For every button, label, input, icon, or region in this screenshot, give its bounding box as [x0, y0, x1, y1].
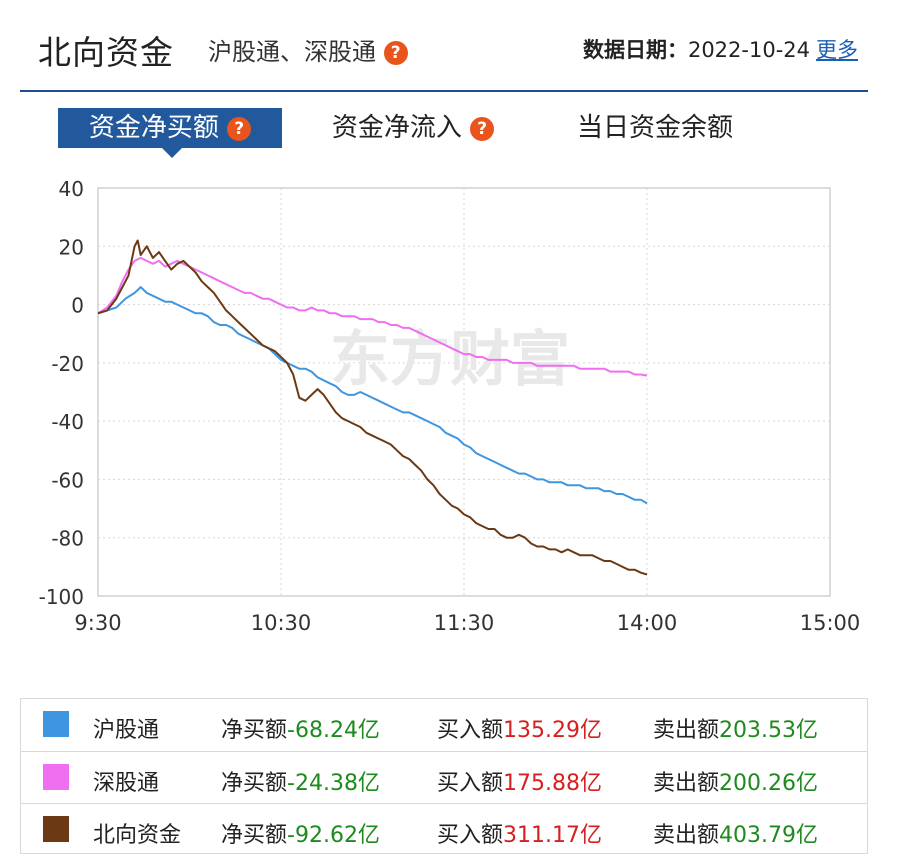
sell-label: 卖出额: [653, 718, 720, 743]
sell-value: 200.26亿: [719, 771, 818, 796]
date-info: 数据日期：2022-10-24 更多: [583, 34, 858, 64]
buy-value: 311.17亿: [503, 823, 602, 848]
header-divider: [20, 90, 868, 92]
sell-label: 卖出额: [653, 771, 720, 796]
sell-value: 403.79亿: [719, 823, 818, 848]
y-tick-label: -100: [39, 585, 84, 609]
sell-value: 203.53亿: [719, 718, 818, 743]
series-name: 北向资金: [93, 823, 182, 848]
subtitle-text: 沪股通、深股通: [208, 38, 376, 66]
net-buy-value: -92.62亿: [287, 823, 380, 848]
buy-label: 买入额: [437, 718, 504, 743]
x-tick-label: 9:30: [74, 611, 121, 635]
buy-amount: 买入额175.88亿: [437, 765, 602, 797]
net-buy: 净买额-68.24亿: [221, 712, 380, 744]
series-line-3: [97, 239, 648, 576]
tab-net-inflow-label: 资金净流入: [331, 113, 462, 143]
x-tick-label: 10:30: [251, 611, 312, 635]
y-tick-label: 0: [71, 294, 84, 318]
y-tick-label: -80: [51, 527, 84, 551]
y-tick-label: 40: [59, 177, 84, 201]
subtitle: 沪股通、深股通 ?: [208, 32, 408, 67]
net-buy: 净买额-92.62亿: [221, 817, 380, 849]
buy-value: 135.29亿: [503, 718, 602, 743]
series-swatch: [43, 764, 69, 790]
buy-amount: 买入额311.17亿: [437, 817, 602, 849]
tab-net-buy[interactable]: 资金净买额 ?: [58, 108, 282, 148]
help-icon[interactable]: ?: [470, 116, 495, 141]
tab-net-buy-label: 资金净买额: [88, 113, 219, 143]
y-tick-label: 20: [59, 235, 84, 259]
tab-daily-balance[interactable]: 当日资金余额: [560, 108, 750, 148]
tab-daily-balance-label: 当日资金余额: [576, 113, 733, 143]
net-buy-label: 净买额: [221, 718, 288, 743]
help-icon[interactable]: ?: [227, 116, 252, 141]
sell-amount: 卖出额203.53亿: [653, 712, 818, 744]
sell-label: 卖出额: [653, 823, 720, 848]
legend-row: 深股通 净买额-24.38亿 买入额175.88亿 卖出额200.26亿: [21, 751, 867, 804]
x-tick-label: 11:30: [434, 611, 495, 635]
series-name: 沪股通: [93, 718, 160, 743]
date-label: 数据日期：: [582, 38, 688, 62]
tab-bar: 资金净买额 ? 资金净流入 ? 当日资金余额: [0, 100, 900, 160]
page-title: 北向资金: [38, 33, 174, 72]
help-icon[interactable]: ?: [383, 41, 408, 65]
date-value: 2022-10-24: [687, 38, 810, 62]
sell-amount: 卖出额200.26亿: [653, 765, 818, 797]
series-swatch: [43, 816, 69, 842]
series-line-1: [97, 286, 648, 505]
series-line-2: [97, 256, 648, 377]
buy-label: 买入额: [437, 771, 504, 796]
series-name: 深股通: [93, 771, 160, 796]
watermark-text: 东方财富: [330, 325, 570, 395]
legend-row: 北向资金 净买额-92.62亿 买入额311.17亿 卖出额403.79亿: [21, 803, 867, 856]
buy-value: 175.88亿: [503, 771, 602, 796]
x-tick-label: 14:00: [617, 611, 678, 635]
legend-table: 沪股通 净买额-68.24亿 买入额135.29亿 卖出额203.53亿 深股通…: [20, 698, 868, 854]
y-tick-label: -40: [51, 410, 84, 434]
net-buy-value: -68.24亿: [287, 718, 380, 743]
y-tick-label: -20: [51, 352, 84, 376]
x-tick-label: 15:00: [800, 611, 861, 635]
series-swatch: [43, 711, 69, 737]
buy-label: 买入额: [437, 823, 504, 848]
sell-amount: 卖出额403.79亿: [653, 817, 818, 849]
net-buy-label: 净买额: [221, 823, 288, 848]
net-buy-label: 净买额: [221, 771, 288, 796]
y-tick-label: -60: [51, 468, 84, 492]
buy-amount: 买入额135.29亿: [437, 712, 602, 744]
net-buy: 净买额-24.38亿: [221, 765, 380, 797]
legend-row: 沪股通 净买额-68.24亿 买入额135.29亿 卖出额203.53亿: [21, 699, 867, 751]
header: 北向资金 沪股通、深股通 ? 数据日期：2022-10-24 更多: [0, 0, 900, 92]
tab-net-inflow[interactable]: 资金净流入 ?: [318, 108, 508, 148]
active-tab-pointer: [162, 148, 182, 158]
more-link[interactable]: 更多: [816, 38, 858, 62]
net-buy-value: -24.38亿: [287, 771, 380, 796]
